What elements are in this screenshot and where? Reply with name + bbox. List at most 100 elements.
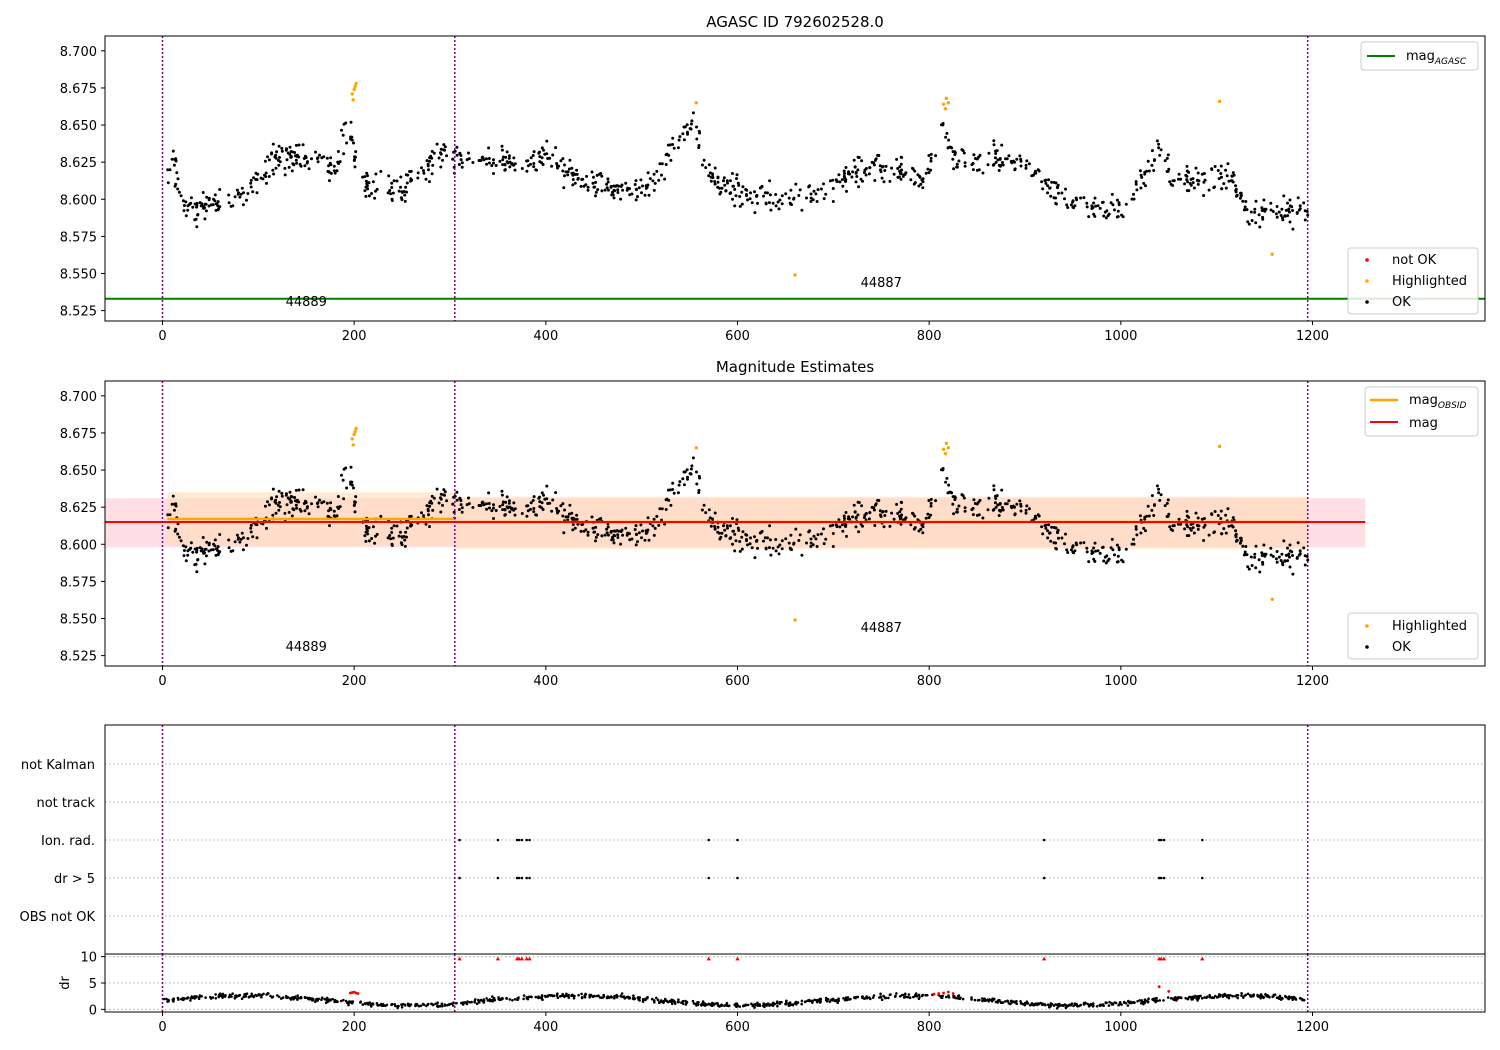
ok-point bbox=[615, 184, 619, 188]
ok-point bbox=[824, 537, 828, 541]
dr-point bbox=[753, 1006, 756, 1009]
ok-point bbox=[367, 539, 371, 543]
dr-point bbox=[595, 994, 599, 998]
ok-point bbox=[1288, 220, 1292, 224]
ok-point bbox=[941, 467, 945, 470]
ok-point bbox=[863, 513, 867, 517]
ok-point bbox=[921, 525, 925, 529]
ok-point bbox=[828, 179, 832, 183]
ok-point bbox=[896, 167, 900, 170]
ok-point bbox=[520, 512, 524, 515]
ok-point bbox=[1024, 163, 1028, 167]
dr-point bbox=[592, 994, 595, 998]
dr-point bbox=[632, 994, 635, 997]
dr-point bbox=[564, 994, 568, 997]
ok-point bbox=[1075, 198, 1079, 202]
ok-point bbox=[501, 508, 505, 512]
panel-agasc-x-axis: 0 200 400 600 800 1000 1200 bbox=[158, 321, 1329, 344]
ok-point bbox=[579, 184, 583, 188]
ok-point bbox=[594, 535, 598, 539]
ok-point bbox=[1093, 196, 1097, 200]
ok-point bbox=[365, 529, 369, 533]
ok-point bbox=[332, 509, 336, 513]
dr-red-point bbox=[942, 991, 945, 995]
dr-point bbox=[973, 998, 977, 1002]
ok-point bbox=[1090, 204, 1094, 208]
dr-point bbox=[1098, 1003, 1102, 1007]
ok-point bbox=[735, 177, 738, 181]
dr-point bbox=[727, 1004, 730, 1008]
ok-point bbox=[814, 537, 818, 541]
ok-point bbox=[678, 480, 682, 484]
dr-point bbox=[1225, 995, 1229, 999]
highlighted-point bbox=[793, 618, 797, 622]
ok-point bbox=[1117, 203, 1121, 207]
ok-point bbox=[628, 193, 632, 197]
dr-point bbox=[499, 998, 503, 1001]
ok-point bbox=[460, 161, 464, 165]
dr-point bbox=[609, 995, 613, 998]
ok-point bbox=[455, 153, 459, 157]
ok-point bbox=[487, 146, 491, 150]
ok-point bbox=[256, 172, 260, 176]
ok-point bbox=[643, 538, 647, 542]
highlighted-point bbox=[352, 87, 356, 92]
dr-point bbox=[497, 997, 500, 1001]
ok-point bbox=[733, 549, 737, 553]
ok-point bbox=[851, 170, 855, 174]
dr-point bbox=[1006, 999, 1009, 1003]
ok-point bbox=[270, 152, 273, 156]
dr-point bbox=[868, 996, 871, 999]
dr-point bbox=[257, 993, 261, 996]
y-tick-label: 8.650 bbox=[60, 119, 97, 134]
ok-point bbox=[1135, 533, 1139, 537]
ok-point bbox=[890, 511, 894, 515]
ok-point bbox=[297, 488, 301, 492]
ok-point bbox=[594, 190, 598, 194]
dr-point bbox=[359, 1000, 363, 1003]
ok-point bbox=[911, 512, 915, 516]
dr-point bbox=[1271, 995, 1274, 999]
ok-point bbox=[845, 189, 848, 193]
ok-point bbox=[391, 536, 395, 540]
ok-point bbox=[1065, 203, 1069, 207]
dr-point bbox=[251, 994, 254, 998]
ok-point bbox=[1092, 201, 1096, 205]
dr-point bbox=[440, 1002, 444, 1006]
ok-point bbox=[1277, 555, 1281, 559]
ok-point bbox=[671, 481, 675, 485]
ok-point bbox=[611, 538, 615, 542]
dr-point bbox=[776, 1004, 779, 1008]
ok-point bbox=[439, 492, 443, 496]
dr-point bbox=[980, 997, 984, 1000]
ok-point bbox=[748, 197, 752, 201]
ok-point bbox=[955, 510, 959, 514]
ok-point bbox=[1243, 208, 1247, 212]
dr-point bbox=[371, 1003, 375, 1006]
ok-point bbox=[285, 503, 289, 507]
y-tick-label: 8.700 bbox=[60, 390, 97, 405]
ok-point bbox=[995, 494, 999, 498]
ok-point bbox=[697, 129, 701, 133]
ok-point bbox=[564, 515, 568, 519]
ok-point bbox=[425, 159, 429, 163]
dr-point bbox=[183, 997, 186, 1000]
ok-point bbox=[370, 192, 374, 195]
dr-point bbox=[1023, 1003, 1027, 1007]
ok-point bbox=[999, 164, 1002, 168]
dr-point bbox=[601, 996, 605, 999]
ok-point bbox=[1258, 570, 1262, 574]
dr-point bbox=[837, 999, 840, 1002]
x-tick-label: 1000 bbox=[1104, 1020, 1137, 1035]
ok-point bbox=[784, 537, 788, 541]
ok-point bbox=[532, 150, 536, 154]
dr-point bbox=[1021, 1002, 1025, 1006]
ok-point bbox=[1047, 178, 1051, 182]
dr-point bbox=[348, 1000, 351, 1003]
dr-point bbox=[390, 1003, 394, 1006]
ok-point bbox=[634, 179, 638, 183]
ok-point bbox=[740, 190, 744, 194]
ok-point bbox=[195, 570, 199, 574]
ok-point bbox=[200, 547, 204, 551]
dr-point bbox=[189, 999, 192, 1002]
